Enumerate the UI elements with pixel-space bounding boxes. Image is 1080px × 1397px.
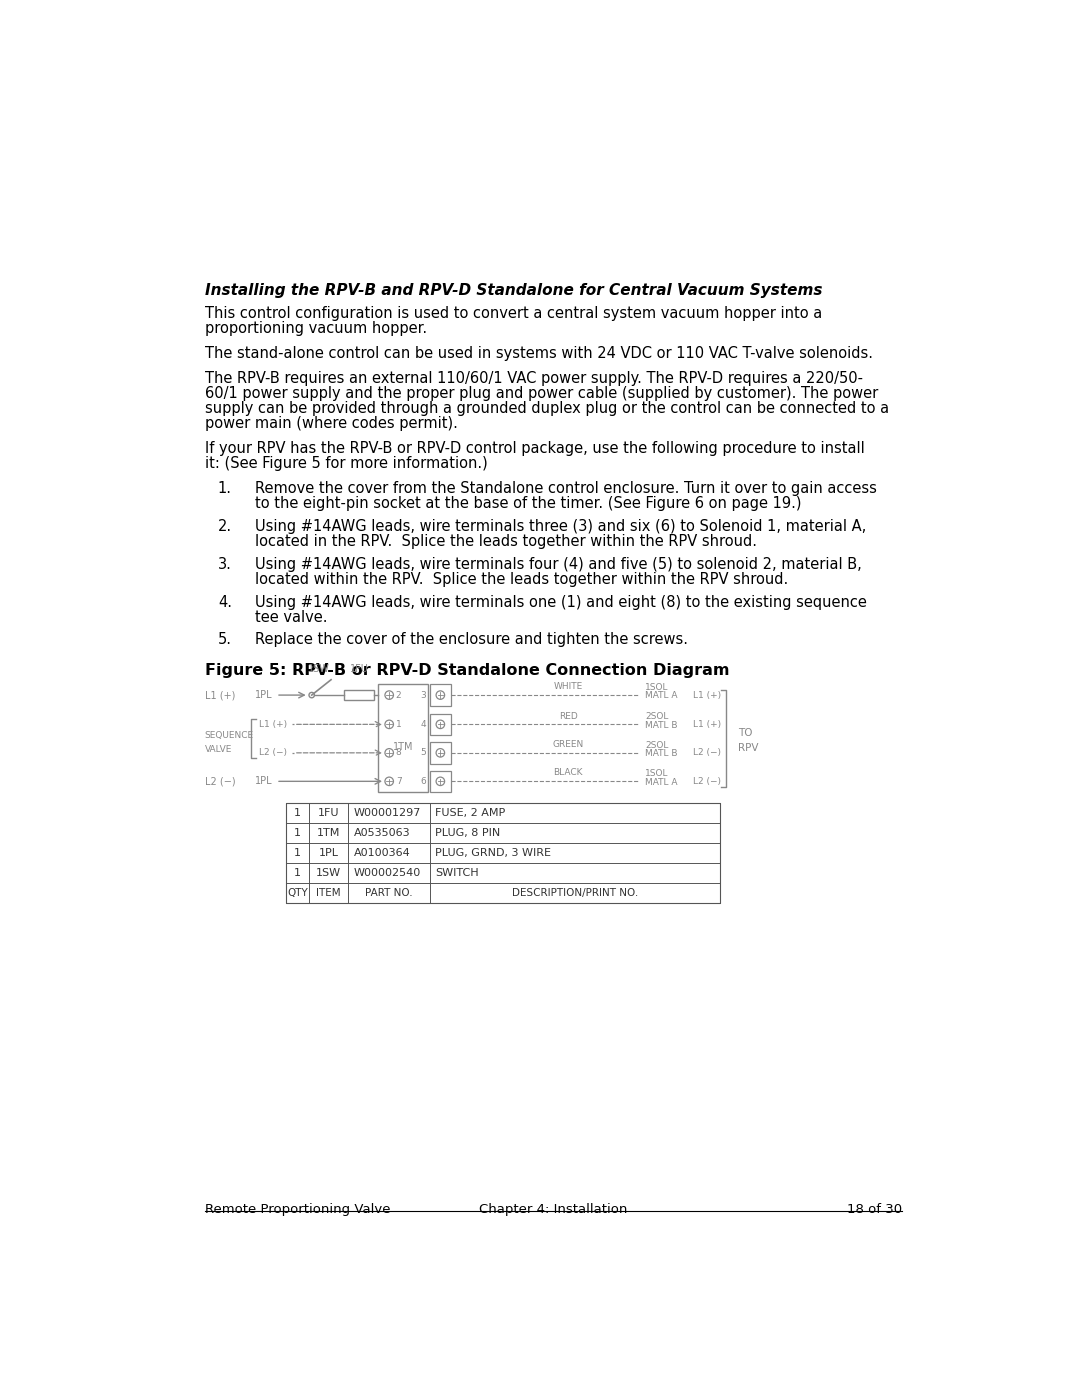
Text: MATL A: MATL A: [645, 692, 677, 700]
Text: TO: TO: [738, 728, 753, 738]
Text: L1 (+): L1 (+): [259, 719, 287, 729]
Text: 1PL: 1PL: [255, 690, 273, 700]
Text: 5: 5: [420, 749, 427, 757]
Text: BLACK: BLACK: [553, 768, 583, 778]
Text: 1: 1: [294, 868, 301, 877]
Text: W00002540: W00002540: [353, 868, 421, 877]
Text: 2SOL: 2SOL: [645, 740, 669, 750]
Text: Using #14AWG leads, wire terminals four (4) and five (5) to solenoid 2, material: Using #14AWG leads, wire terminals four …: [255, 557, 862, 571]
Text: SEQUENCE: SEQUENCE: [205, 731, 254, 740]
Text: 1FU: 1FU: [350, 664, 368, 673]
Text: 60/1 power supply and the proper plug and power cable (supplied by customer). Th: 60/1 power supply and the proper plug an…: [205, 387, 878, 401]
Text: L1 (+): L1 (+): [693, 719, 721, 729]
Text: 2SOL: 2SOL: [645, 712, 669, 721]
Text: located in the RPV.  Splice the leads together within the RPV shroud.: located in the RPV. Splice the leads tog…: [255, 534, 757, 549]
Text: Chapter 4: Installation: Chapter 4: Installation: [480, 1203, 627, 1215]
Text: Installing the RPV-B and RPV-D Standalone for Central Vacuum Systems: Installing the RPV-B and RPV-D Standalon…: [205, 284, 822, 298]
Text: 5.: 5.: [218, 633, 232, 647]
Text: 1SOL: 1SOL: [645, 770, 669, 778]
Text: VALVE: VALVE: [205, 745, 232, 754]
Text: MATL B: MATL B: [645, 749, 677, 759]
Text: GREEN: GREEN: [553, 740, 584, 749]
Bar: [430, 742, 451, 764]
Text: proportioning vacuum hopper.: proportioning vacuum hopper.: [205, 321, 427, 337]
Bar: [345, 690, 374, 700]
Bar: [430, 685, 451, 705]
Text: 7: 7: [395, 777, 402, 787]
Text: 1TM: 1TM: [393, 742, 414, 752]
Text: 1FU: 1FU: [318, 807, 339, 817]
Text: MATL B: MATL B: [645, 721, 677, 729]
Text: WHITE: WHITE: [554, 682, 583, 692]
Text: 4.: 4.: [218, 595, 232, 609]
Text: PLUG, GRND, 3 WIRE: PLUG, GRND, 3 WIRE: [435, 848, 551, 858]
Text: 1SW: 1SW: [316, 868, 341, 877]
Text: Figure 5: RPV-B or RPV-D Standalone Connection Diagram: Figure 5: RPV-B or RPV-D Standalone Conn…: [205, 662, 729, 678]
Text: L2 (−): L2 (−): [259, 749, 287, 757]
Text: L2 (−): L2 (−): [205, 777, 235, 787]
Text: Replace the cover of the enclosure and tighten the screws.: Replace the cover of the enclosure and t…: [255, 633, 688, 647]
Text: DESCRIPTION/PRINT NO.: DESCRIPTION/PRINT NO.: [512, 888, 638, 898]
Text: Using #14AWG leads, wire terminals one (1) and eight (8) to the existing sequenc: Using #14AWG leads, wire terminals one (…: [255, 595, 867, 609]
Text: Remote Proportioning Valve: Remote Proportioning Valve: [205, 1203, 390, 1215]
Text: 1SOL: 1SOL: [645, 683, 669, 692]
Text: MATL A: MATL A: [645, 778, 677, 787]
Text: The RPV-B requires an external 110/60/1 VAC power supply. The RPV-D requires a 2: The RPV-B requires an external 110/60/1 …: [205, 372, 863, 387]
Text: Remove the cover from the Standalone control enclosure. Turn it over to gain acc: Remove the cover from the Standalone con…: [255, 482, 877, 496]
Text: 1: 1: [294, 848, 301, 858]
Text: 1: 1: [395, 719, 402, 729]
Text: PLUG, 8 PIN: PLUG, 8 PIN: [435, 828, 500, 838]
Text: L1 (+): L1 (+): [205, 690, 235, 700]
Text: 2.: 2.: [218, 520, 232, 534]
Text: power main (where codes permit).: power main (where codes permit).: [205, 416, 458, 432]
Text: 18 of 30: 18 of 30: [847, 1203, 902, 1215]
Text: ITEM: ITEM: [316, 888, 341, 898]
Text: 2: 2: [395, 690, 402, 700]
Text: RED: RED: [558, 711, 578, 721]
Text: 8: 8: [395, 749, 402, 757]
Text: 1SW: 1SW: [308, 664, 329, 673]
Text: FUSE, 2 AMP: FUSE, 2 AMP: [435, 807, 505, 817]
Text: This control configuration is used to convert a central system vacuum hopper int: This control configuration is used to co…: [205, 306, 822, 321]
Text: 6: 6: [420, 777, 427, 787]
Text: 3.: 3.: [218, 557, 232, 571]
Text: to the eight-pin socket at the base of the timer. (See Figure 6 on page 19.): to the eight-pin socket at the base of t…: [255, 496, 801, 511]
Text: L2 (−): L2 (−): [693, 749, 721, 757]
Text: 1: 1: [294, 807, 301, 817]
Text: A0100364: A0100364: [353, 848, 410, 858]
Text: 1PL: 1PL: [319, 848, 339, 858]
Text: The stand-alone control can be used in systems with 24 VDC or 110 VAC T-valve so: The stand-alone control can be used in s…: [205, 346, 873, 362]
Bar: [430, 771, 451, 792]
Bar: [286, 803, 720, 902]
Text: tee valve.: tee valve.: [255, 609, 327, 624]
Bar: [378, 685, 428, 792]
Text: L1 (+): L1 (+): [693, 690, 721, 700]
Text: 4: 4: [421, 719, 427, 729]
Text: 1.: 1.: [218, 482, 232, 496]
Text: 3: 3: [420, 690, 427, 700]
Text: 1TM: 1TM: [318, 828, 340, 838]
Text: supply can be provided through a grounded duplex plug or the control can be conn: supply can be provided through a grounde…: [205, 401, 889, 416]
Text: L2 (−): L2 (−): [693, 777, 721, 787]
Text: 1: 1: [294, 828, 301, 838]
Text: SWITCH: SWITCH: [435, 868, 478, 877]
Text: W00001297: W00001297: [353, 807, 421, 817]
Text: 1PL: 1PL: [255, 777, 273, 787]
Text: A0535063: A0535063: [353, 828, 410, 838]
Text: PART NO.: PART NO.: [365, 888, 413, 898]
Text: If your RPV has the RPV-B or RPV-D control package, use the following procedure : If your RPV has the RPV-B or RPV-D contr…: [205, 441, 864, 457]
Text: QTY: QTY: [287, 888, 308, 898]
Text: Using #14AWG leads, wire terminals three (3) and six (6) to Solenoid 1, material: Using #14AWG leads, wire terminals three…: [255, 520, 866, 534]
Text: located within the RPV.  Splice the leads together within the RPV shroud.: located within the RPV. Splice the leads…: [255, 571, 788, 587]
Text: RPV: RPV: [738, 743, 758, 753]
Text: it: (See Figure 5 for more information.): it: (See Figure 5 for more information.): [205, 457, 487, 471]
Bar: [430, 714, 451, 735]
